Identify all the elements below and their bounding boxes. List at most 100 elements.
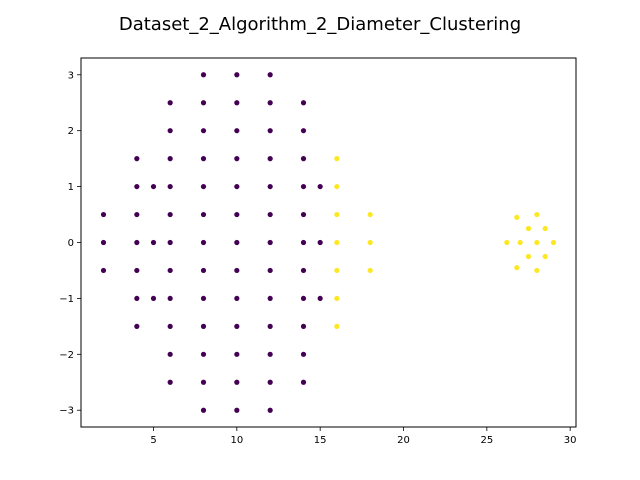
point-cluster-0 <box>300 379 307 385</box>
point-cluster-1 <box>542 225 548 232</box>
point-cluster-0 <box>200 351 207 357</box>
y-tick-label: 0 <box>68 238 74 249</box>
point-cluster-0 <box>200 128 207 134</box>
point-cluster-0 <box>200 183 207 190</box>
point-cluster-1 <box>534 267 540 274</box>
point-cluster-0 <box>234 267 240 274</box>
point-cluster-0 <box>200 211 207 218</box>
x-tick-label: 30 <box>564 435 577 446</box>
point-cluster-1 <box>334 211 340 218</box>
point-cluster-1 <box>534 239 540 246</box>
point-cluster-0 <box>234 295 240 302</box>
point-cluster-0 <box>200 323 207 329</box>
point-cluster-0 <box>267 323 273 329</box>
point-cluster-0 <box>267 239 273 246</box>
point-cluster-0 <box>134 323 140 329</box>
point-cluster-0 <box>267 183 273 190</box>
x-tick-label: 15 <box>314 435 327 446</box>
point-cluster-0 <box>167 128 173 134</box>
point-cluster-1 <box>517 239 523 246</box>
point-cluster-0 <box>234 379 240 385</box>
point-cluster-1 <box>334 267 340 274</box>
point-cluster-0 <box>267 351 273 357</box>
point-cluster-1 <box>525 253 532 260</box>
point-cluster-0 <box>267 72 273 78</box>
ticks-layer: 5 10 15 20 25 30 −3 −2 −1 0 1 2 3 <box>59 70 576 446</box>
point-cluster-0 <box>234 72 240 78</box>
point-cluster-0 <box>234 351 240 357</box>
point-cluster-1 <box>550 239 557 246</box>
y-tick-label: 1 <box>68 182 74 193</box>
point-cluster-0 <box>317 239 323 246</box>
point-cluster-0 <box>267 379 273 385</box>
point-cluster-1 <box>367 267 373 274</box>
point-cluster-0 <box>167 211 173 218</box>
point-cluster-1 <box>367 239 373 246</box>
point-cluster-0 <box>134 239 140 246</box>
point-cluster-1 <box>334 323 340 329</box>
y-tick-label: −1 <box>59 294 74 305</box>
point-cluster-0 <box>167 379 173 385</box>
point-cluster-0 <box>200 379 207 385</box>
point-cluster-0 <box>300 267 307 274</box>
point-cluster-0 <box>167 351 173 357</box>
point-cluster-0 <box>300 183 307 190</box>
point-cluster-0 <box>134 183 140 190</box>
point-cluster-0 <box>134 295 140 302</box>
point-cluster-1 <box>514 265 520 271</box>
points-layer <box>100 72 557 413</box>
point-cluster-0 <box>150 183 157 190</box>
point-cluster-0 <box>100 267 107 274</box>
point-cluster-1 <box>334 239 340 246</box>
point-cluster-1 <box>334 156 340 162</box>
point-cluster-0 <box>200 72 207 78</box>
point-cluster-0 <box>200 100 207 106</box>
point-cluster-1 <box>542 253 548 260</box>
point-cluster-0 <box>167 156 173 162</box>
point-cluster-0 <box>300 351 307 357</box>
point-cluster-0 <box>200 239 207 246</box>
x-tick-label: 5 <box>150 435 156 446</box>
y-tick-label: −2 <box>59 350 74 361</box>
point-cluster-0 <box>300 128 307 134</box>
point-cluster-0 <box>234 407 240 413</box>
point-cluster-0 <box>167 239 173 246</box>
point-cluster-0 <box>200 267 207 274</box>
point-cluster-0 <box>134 156 140 162</box>
point-cluster-0 <box>300 323 307 329</box>
point-cluster-1 <box>534 211 540 218</box>
y-tick-label: 3 <box>68 70 74 81</box>
point-cluster-1 <box>514 214 520 220</box>
point-cluster-0 <box>134 211 140 218</box>
point-cluster-0 <box>300 156 307 162</box>
point-cluster-0 <box>150 295 157 302</box>
point-cluster-0 <box>200 156 207 162</box>
point-cluster-0 <box>167 267 173 274</box>
point-cluster-0 <box>234 323 240 329</box>
point-cluster-0 <box>234 128 240 134</box>
point-cluster-0 <box>267 156 273 162</box>
point-cluster-0 <box>267 211 273 218</box>
point-cluster-0 <box>234 183 240 190</box>
x-tick-label: 20 <box>397 435 410 446</box>
point-cluster-1 <box>525 225 532 232</box>
point-cluster-0 <box>300 211 307 218</box>
point-cluster-0 <box>100 211 107 218</box>
point-cluster-0 <box>234 156 240 162</box>
point-cluster-0 <box>300 239 307 246</box>
point-cluster-0 <box>267 267 273 274</box>
y-tick-label: −3 <box>59 406 74 417</box>
point-cluster-0 <box>150 239 157 246</box>
point-cluster-0 <box>267 407 273 413</box>
point-cluster-0 <box>267 295 273 302</box>
point-cluster-1 <box>334 295 340 302</box>
point-cluster-1 <box>334 183 340 190</box>
point-cluster-0 <box>234 239 240 246</box>
point-cluster-0 <box>267 128 273 134</box>
x-tick-label: 10 <box>230 435 243 446</box>
point-cluster-0 <box>167 295 173 302</box>
chart-title: Dataset_2_Algorithm_2_Diameter_Clusterin… <box>119 14 521 35</box>
point-cluster-0 <box>234 211 240 218</box>
point-cluster-1 <box>504 239 510 246</box>
